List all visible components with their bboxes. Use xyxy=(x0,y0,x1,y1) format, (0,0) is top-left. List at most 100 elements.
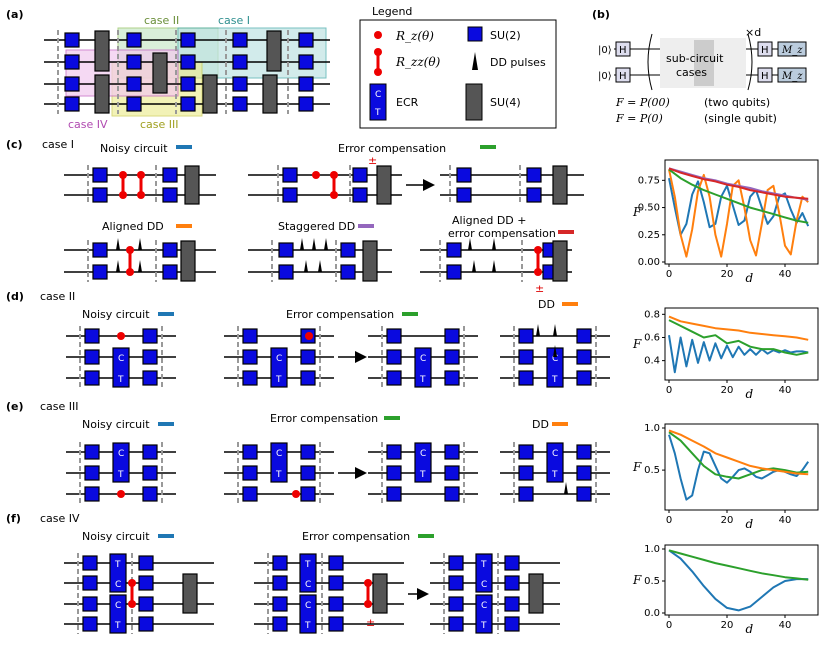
case-iv-diagrams: case IV Noisy circuit Error compensation… xyxy=(40,512,560,634)
ecr-label-top: T xyxy=(114,560,121,570)
ecr-t: T xyxy=(374,108,381,118)
rzz-dot xyxy=(128,600,136,608)
su2-gate xyxy=(242,349,258,365)
ecr-gate xyxy=(112,347,130,388)
su2-gate xyxy=(386,328,402,344)
ecr-label-top: C xyxy=(420,449,426,459)
su2-gate xyxy=(232,96,248,112)
su2-gate xyxy=(444,465,460,481)
sub-circuit-label: sub-circuit xyxy=(666,52,724,65)
su2-gate xyxy=(456,167,472,183)
su2-gate xyxy=(576,328,592,344)
rzz-dot xyxy=(119,171,127,179)
dd-pulse xyxy=(318,260,322,272)
y-axis-label: F xyxy=(632,573,642,587)
x-tick-label: 40 xyxy=(779,620,792,631)
measure-2: M_z xyxy=(781,71,803,82)
su4-gate xyxy=(94,74,110,114)
dd-pulse xyxy=(492,260,496,272)
case-ii-dd-label: DD xyxy=(538,298,555,311)
su2-gate xyxy=(138,616,154,632)
su2-gate xyxy=(298,54,314,70)
ecr-gate xyxy=(475,594,493,634)
su4-gate xyxy=(262,74,278,114)
x-axis-label: d xyxy=(746,271,754,285)
su2-gate xyxy=(352,167,368,183)
su4-gate xyxy=(152,52,168,94)
su2-gate xyxy=(84,370,100,386)
su2-gate xyxy=(272,616,288,632)
y-tick-label: 0.5 xyxy=(644,576,660,587)
series-aligned-dd-error-compensation xyxy=(668,167,809,200)
rzz-dot xyxy=(128,579,136,587)
rzz-dot xyxy=(126,246,134,254)
case-ii-diagrams: case II Noisy circuit Error compensation… xyxy=(40,290,610,388)
su2-gate xyxy=(300,370,316,386)
su4-gate xyxy=(202,74,218,114)
ecr-gate xyxy=(475,553,493,593)
ecr-label-bottom: T xyxy=(117,375,124,385)
su2-gate xyxy=(282,187,298,203)
x-tick-label: 20 xyxy=(721,515,734,526)
su2-symbol xyxy=(467,26,483,42)
dd-pulse-symbol xyxy=(472,52,478,70)
x-tick-label: 40 xyxy=(779,385,792,396)
y-tick-label: 0.0 xyxy=(644,608,660,619)
ecr-label-bottom: T xyxy=(419,375,426,385)
ecr-gate xyxy=(414,442,432,483)
dd-pulse xyxy=(116,238,120,250)
su2-gate xyxy=(82,555,98,571)
su2-gate xyxy=(518,486,534,502)
ecr-gate xyxy=(299,553,317,593)
ecr-gate xyxy=(414,347,432,388)
su2-gate xyxy=(84,465,100,481)
case-iv-label: case IV xyxy=(68,118,108,131)
case-i-pm-2: ± xyxy=(535,282,544,295)
su2-gate xyxy=(138,555,154,571)
panel-label-a: (a) xyxy=(6,8,23,21)
su2-gate xyxy=(180,32,196,48)
su2-gate xyxy=(576,465,592,481)
su2-gate xyxy=(504,555,520,571)
case-iv-noisy-label: Noisy circuit xyxy=(82,530,150,543)
dd-pulse xyxy=(536,324,540,336)
su2-gate xyxy=(448,596,464,612)
legend-title: Legend xyxy=(372,5,412,18)
su2-gate xyxy=(84,328,100,344)
su2-gate xyxy=(518,328,534,344)
case-iii-title: case III xyxy=(40,400,79,413)
case-iv-title: case IV xyxy=(40,512,80,525)
legend-ecr: ECR xyxy=(396,96,419,109)
su2-gate xyxy=(278,264,294,280)
x-tick-label: 0 xyxy=(666,269,672,280)
su2-gate xyxy=(138,596,154,612)
su2-gate xyxy=(444,328,460,344)
su2-gate xyxy=(444,349,460,365)
chart-frame xyxy=(664,307,819,381)
su2-gate xyxy=(300,465,316,481)
ecr-label-top: C xyxy=(420,354,426,364)
h-gate-4: H xyxy=(761,71,769,82)
rz-gate xyxy=(305,332,313,340)
case-i-aligned-ec-label-2: error compensation xyxy=(448,227,556,240)
rzz-dot xyxy=(137,191,145,199)
y-tick-label: 0.6 xyxy=(644,332,660,343)
case-ii-ec-label: Error compensation xyxy=(286,308,394,321)
su2-gate xyxy=(340,242,356,258)
y-tick-label: 0.8 xyxy=(644,309,660,320)
su2-gate xyxy=(82,616,98,632)
su2-gate xyxy=(64,54,80,70)
case-ii-noisy-label: Noisy circuit xyxy=(82,308,150,321)
su2-gate xyxy=(300,486,316,502)
ecr-gate xyxy=(270,442,288,483)
series-noisy-circuit xyxy=(668,549,809,612)
su2-gate xyxy=(126,96,142,112)
legend-su4: SU(4) xyxy=(490,96,521,109)
chart-frame xyxy=(664,544,819,616)
y-tick-label: 0.00 xyxy=(638,257,660,268)
y-axis-label: F xyxy=(632,460,642,474)
dd-pulse xyxy=(304,260,308,272)
su4-symbol xyxy=(465,83,483,121)
legend-box: Legend R_z(θ) SU(2) R_zz(θ) DD pulses C … xyxy=(359,5,557,129)
y-axis-label: F xyxy=(632,337,642,351)
